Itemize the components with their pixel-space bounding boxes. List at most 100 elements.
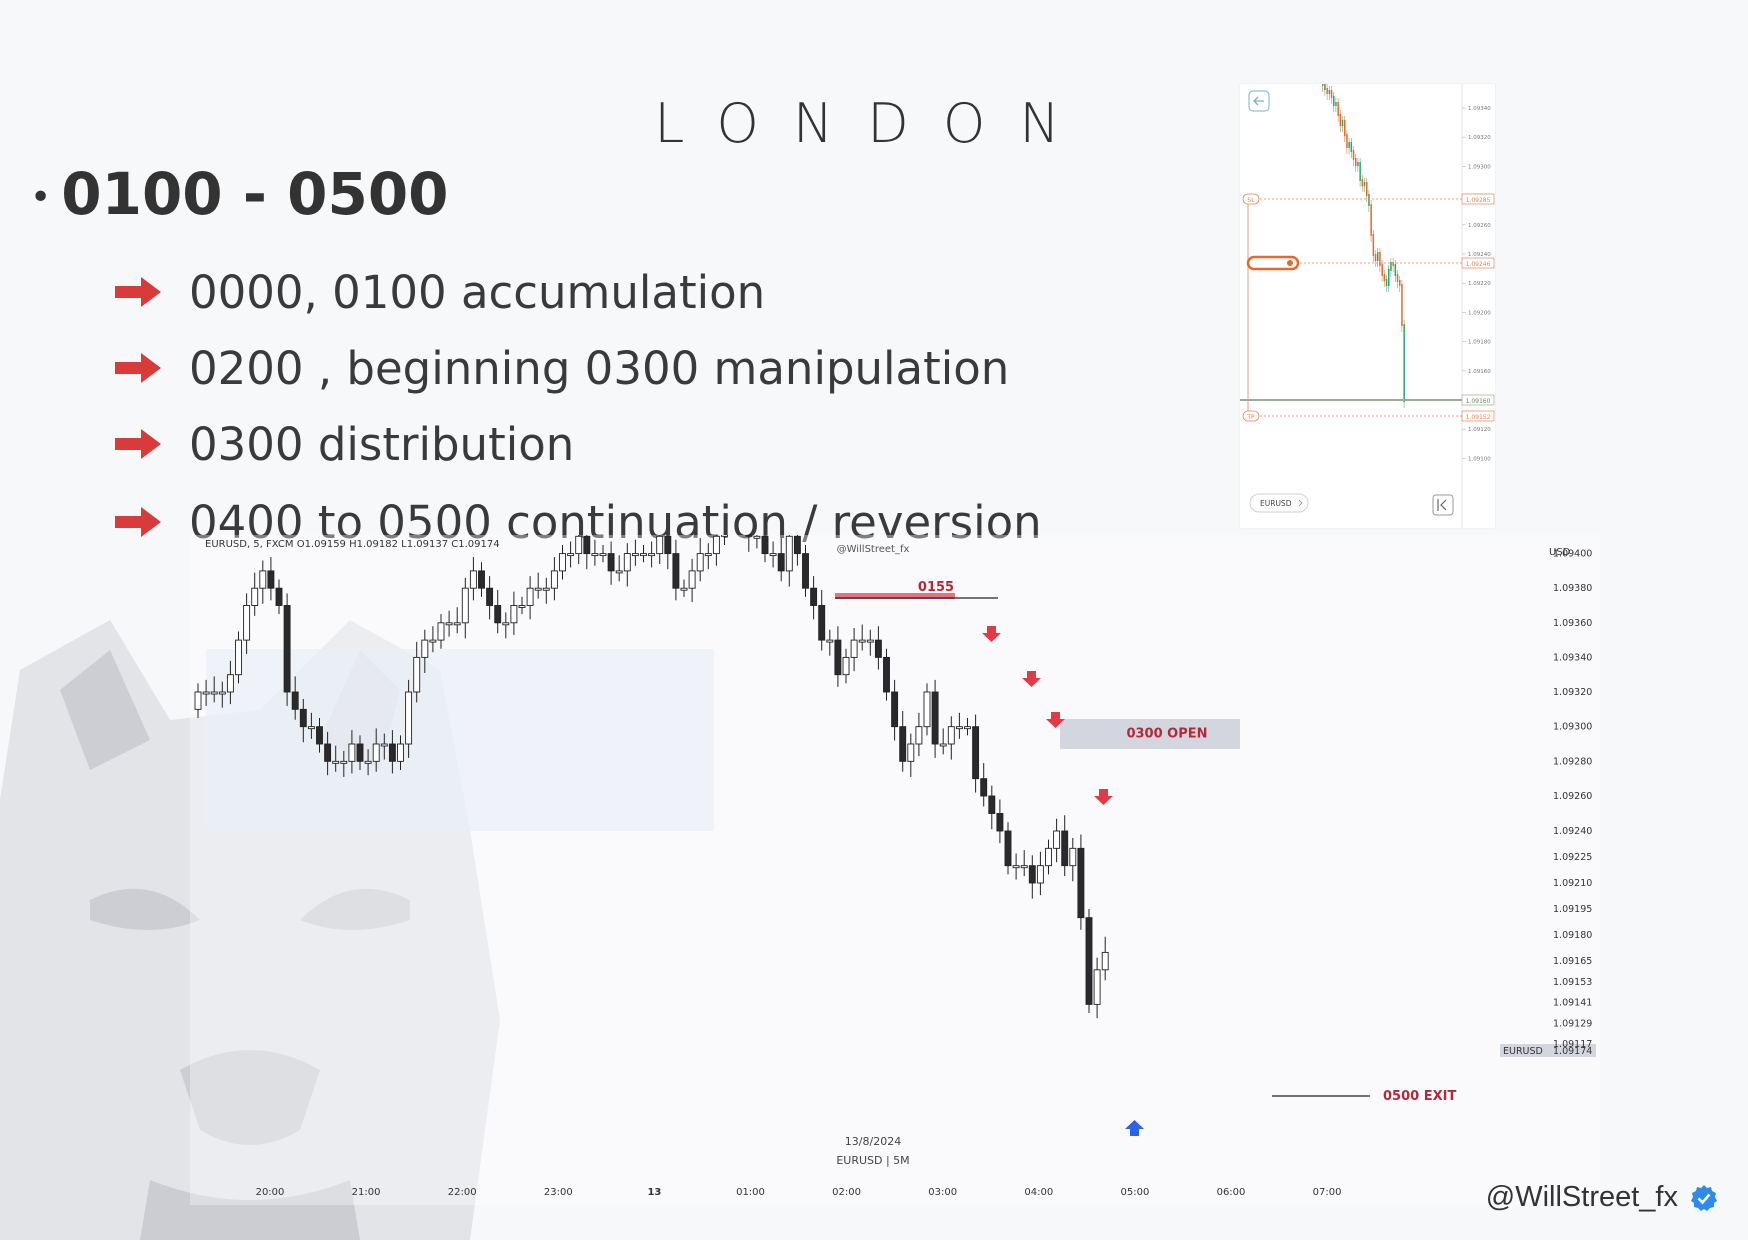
slide-title: LONDON: [654, 92, 1094, 155]
inset-candle: [1348, 138, 1350, 154]
x-tick-label: 21:00: [352, 1187, 381, 1198]
candle: [267, 557, 275, 601]
candle: [810, 576, 818, 620]
x-tick-label: 22:00: [448, 1187, 477, 1198]
candle: [599, 544, 607, 563]
candle: [202, 679, 210, 706]
y-tick-label: 1.09141: [1553, 998, 1592, 1009]
candle: [559, 544, 566, 580]
y-tick-label: 1.09225: [1553, 852, 1592, 863]
y-tick-label: 1.09117: [1553, 1039, 1592, 1050]
bullet-text: 0000, 0100 accumulation: [189, 265, 766, 319]
candle: [802, 544, 809, 597]
x-tick-label: 13: [647, 1187, 661, 1198]
back-icon[interactable]: [1248, 90, 1270, 112]
inset-candle: [1328, 86, 1331, 100]
candle: [486, 576, 494, 620]
candle: [964, 718, 971, 736]
inset-candlestick-chart: 1.093401.093201.093001.092801.092601.092…: [1240, 80, 1495, 528]
candle: [1053, 818, 1061, 863]
collapse-icon[interactable]: [1432, 494, 1454, 516]
candle: [664, 535, 672, 570]
red-arrow-icon: [115, 353, 161, 383]
bullet-dot: •: [30, 177, 52, 219]
inset-candle: [1337, 98, 1339, 122]
candle: [826, 629, 834, 656]
candle: [1045, 839, 1052, 875]
candle: [542, 577, 550, 604]
bullet-text: 0300 distribution: [189, 417, 575, 471]
candle: [907, 733, 915, 777]
candle: [243, 593, 251, 654]
candle: [324, 731, 332, 776]
bullet-item-manipulation: 0200 , beginning 0300 manipulation: [115, 338, 1009, 398]
date-label: 13/8/2024: [845, 1135, 901, 1148]
last-price-symbol: EURUSD: [1503, 1046, 1543, 1057]
candle: [899, 711, 907, 772]
bullet-text: 0200 , beginning 0300 manipulation: [189, 341, 1010, 395]
session-heading: • 0100 - 0500: [30, 160, 449, 228]
inset-candle: [1352, 146, 1355, 166]
y-tick-label: 1.09165: [1553, 956, 1592, 967]
entry-price-tag: 1.09246: [1466, 261, 1491, 268]
y-tick-label: 1.09180: [1553, 930, 1592, 941]
inset-y-tick-label: 1.09100: [1468, 456, 1491, 462]
x-tick-label: 04:00: [1024, 1187, 1053, 1198]
buy-arrow-icon: [1125, 1120, 1144, 1136]
candle: [235, 631, 242, 684]
candle: [550, 557, 558, 601]
order-handle[interactable]: [1246, 255, 1300, 271]
candle: [842, 648, 850, 684]
candle: [623, 543, 631, 587]
candle: [866, 629, 874, 656]
sell-arrow-icon: [1022, 671, 1041, 687]
inset-candle: [1381, 260, 1383, 282]
bullet-item-distribution: 0300 distribution: [115, 414, 574, 474]
symbol-chip[interactable]: EURUSD: [1249, 493, 1309, 513]
candle: [413, 641, 421, 703]
candle: [696, 538, 704, 582]
inset-candle: [1366, 178, 1368, 202]
y-tick-label: 1.09153: [1553, 977, 1592, 988]
candle: [1069, 837, 1077, 882]
inset-candle: [1394, 260, 1397, 282]
x-tick-label: 07:00: [1313, 1187, 1342, 1198]
candle: [858, 624, 866, 651]
x-tick-label: 06:00: [1217, 1187, 1246, 1198]
y-tick-label: 1.09240: [1553, 826, 1592, 837]
inset-candle: [1324, 80, 1326, 96]
author-handle-text: @WillStreet_fx: [1485, 1181, 1678, 1213]
chart-info-label: EURUSD, 5, FXCM O1.09159 H1.09182 L1.091…: [205, 539, 500, 550]
candle: [275, 579, 283, 615]
y-tick-label: 1.09380: [1553, 583, 1592, 594]
candle: [388, 730, 396, 774]
candle: [761, 535, 769, 563]
sell-arrow-icon: [982, 626, 1001, 642]
bullet-item-accumulation: 0000, 0100 accumulation: [115, 262, 765, 322]
y-tick-label: 1.09280: [1553, 756, 1592, 767]
inset-y-tick-label: 1.09180: [1468, 340, 1491, 346]
candle: [607, 541, 615, 585]
candle: [299, 698, 307, 743]
candle: [372, 728, 380, 772]
tp-price-tag: 1.09152: [1466, 414, 1491, 421]
candle: [1093, 957, 1101, 1019]
x-tick-label: 03:00: [928, 1187, 957, 1198]
candle: [818, 589, 826, 651]
x-tick-label: 01:00: [736, 1187, 765, 1198]
candle: [478, 562, 485, 597]
inset-candle: [1372, 230, 1375, 262]
candle: [510, 591, 518, 635]
last-price-value: 1.09174: [1553, 1046, 1592, 1057]
sell-arrows: [982, 626, 1113, 805]
chart-watermark-label: @WillStreet_fx: [837, 544, 910, 555]
candle: [469, 557, 477, 601]
candle: [874, 626, 882, 670]
candle: [631, 539, 639, 566]
candle: [1077, 834, 1085, 930]
candle: [259, 560, 267, 604]
candle: [769, 541, 777, 568]
candle: [988, 785, 996, 830]
candle: [226, 660, 234, 705]
sl-price-tag: 1.09285: [1466, 197, 1491, 204]
